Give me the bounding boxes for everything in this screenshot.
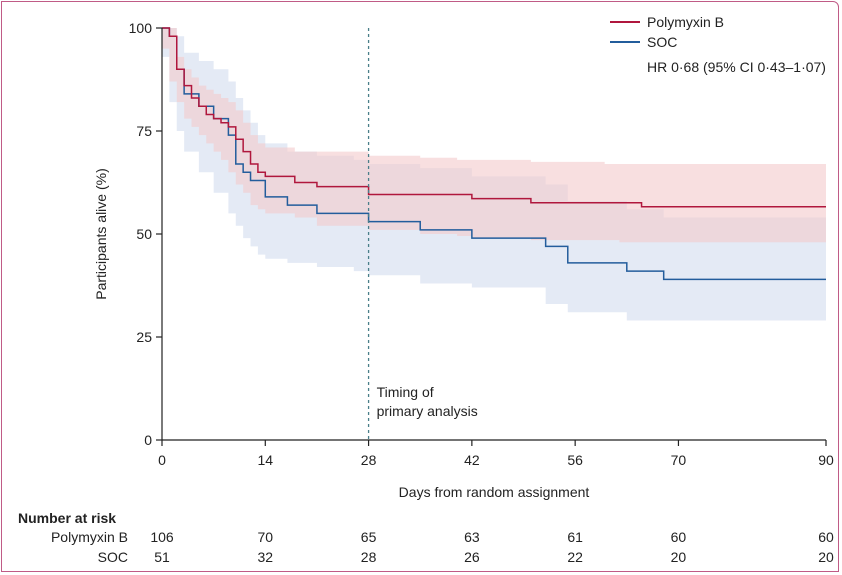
- legend: Polymyxin B SOC: [610, 14, 724, 50]
- ci-bands: [162, 28, 826, 321]
- risk-value: 60: [671, 529, 687, 545]
- risk-value: 28: [361, 549, 377, 565]
- risk-value: 60: [818, 529, 834, 545]
- risk-row-name: SOC: [98, 549, 128, 565]
- x-tick-label: 70: [671, 452, 687, 468]
- survival-line-soc: [162, 27, 826, 281]
- risk-row-name: Polymyxin B: [51, 529, 128, 545]
- x-tick-label: 14: [257, 452, 273, 468]
- ci-band-soc: [162, 28, 826, 321]
- y-tick-label: 25: [136, 329, 152, 345]
- risk-table-title: Number at risk: [18, 510, 116, 526]
- risk-value: 32: [257, 549, 273, 565]
- x-ticks: 0 14 28 42 56 70 90: [158, 440, 834, 468]
- survival-lines: [162, 27, 826, 281]
- legend-label-polymyxin-b: Polymyxin B: [647, 14, 724, 30]
- risk-value: 51: [154, 549, 170, 565]
- x-tick-label: 0: [158, 452, 166, 468]
- x-axis-label: Days from random assignment: [399, 484, 590, 500]
- y-tick-label: 0: [144, 432, 152, 448]
- y-tick-label: 100: [129, 20, 153, 36]
- risk-value: 65: [361, 529, 377, 545]
- risk-value: 26: [464, 549, 480, 565]
- y-axis-label: Participants alive (%): [93, 168, 109, 300]
- ci-band-polymyxin-b: [162, 28, 826, 243]
- x-tick-label: 28: [361, 452, 377, 468]
- legend-label-soc: SOC: [647, 34, 677, 50]
- annotation-line-1: Timing of: [377, 384, 434, 400]
- y-tick-label: 50: [136, 226, 152, 242]
- hazard-ratio-text: HR 0·68 (95% CI 0·43–1·07): [647, 59, 826, 75]
- y-ticks: 0 25 50 75 100: [129, 20, 162, 448]
- risk-value: 20: [818, 549, 834, 565]
- x-tick-label: 42: [464, 452, 480, 468]
- risk-value: 106: [150, 529, 174, 545]
- survival-line-polymyxin-b: [162, 27, 826, 208]
- risk-table: Polymyxin B 106 70 65 63 61 60 60 SOC 51 32 28 26 22 2…: [51, 529, 834, 565]
- x-tick-label: 56: [567, 452, 583, 468]
- risk-value: 61: [567, 529, 583, 545]
- risk-value: 70: [257, 529, 273, 545]
- risk-value: 22: [567, 549, 583, 565]
- risk-value: 20: [671, 549, 687, 565]
- x-tick-label: 90: [818, 452, 834, 468]
- annotation-line-2: primary analysis: [377, 403, 478, 419]
- y-tick-label: 75: [136, 123, 152, 139]
- risk-value: 63: [464, 529, 480, 545]
